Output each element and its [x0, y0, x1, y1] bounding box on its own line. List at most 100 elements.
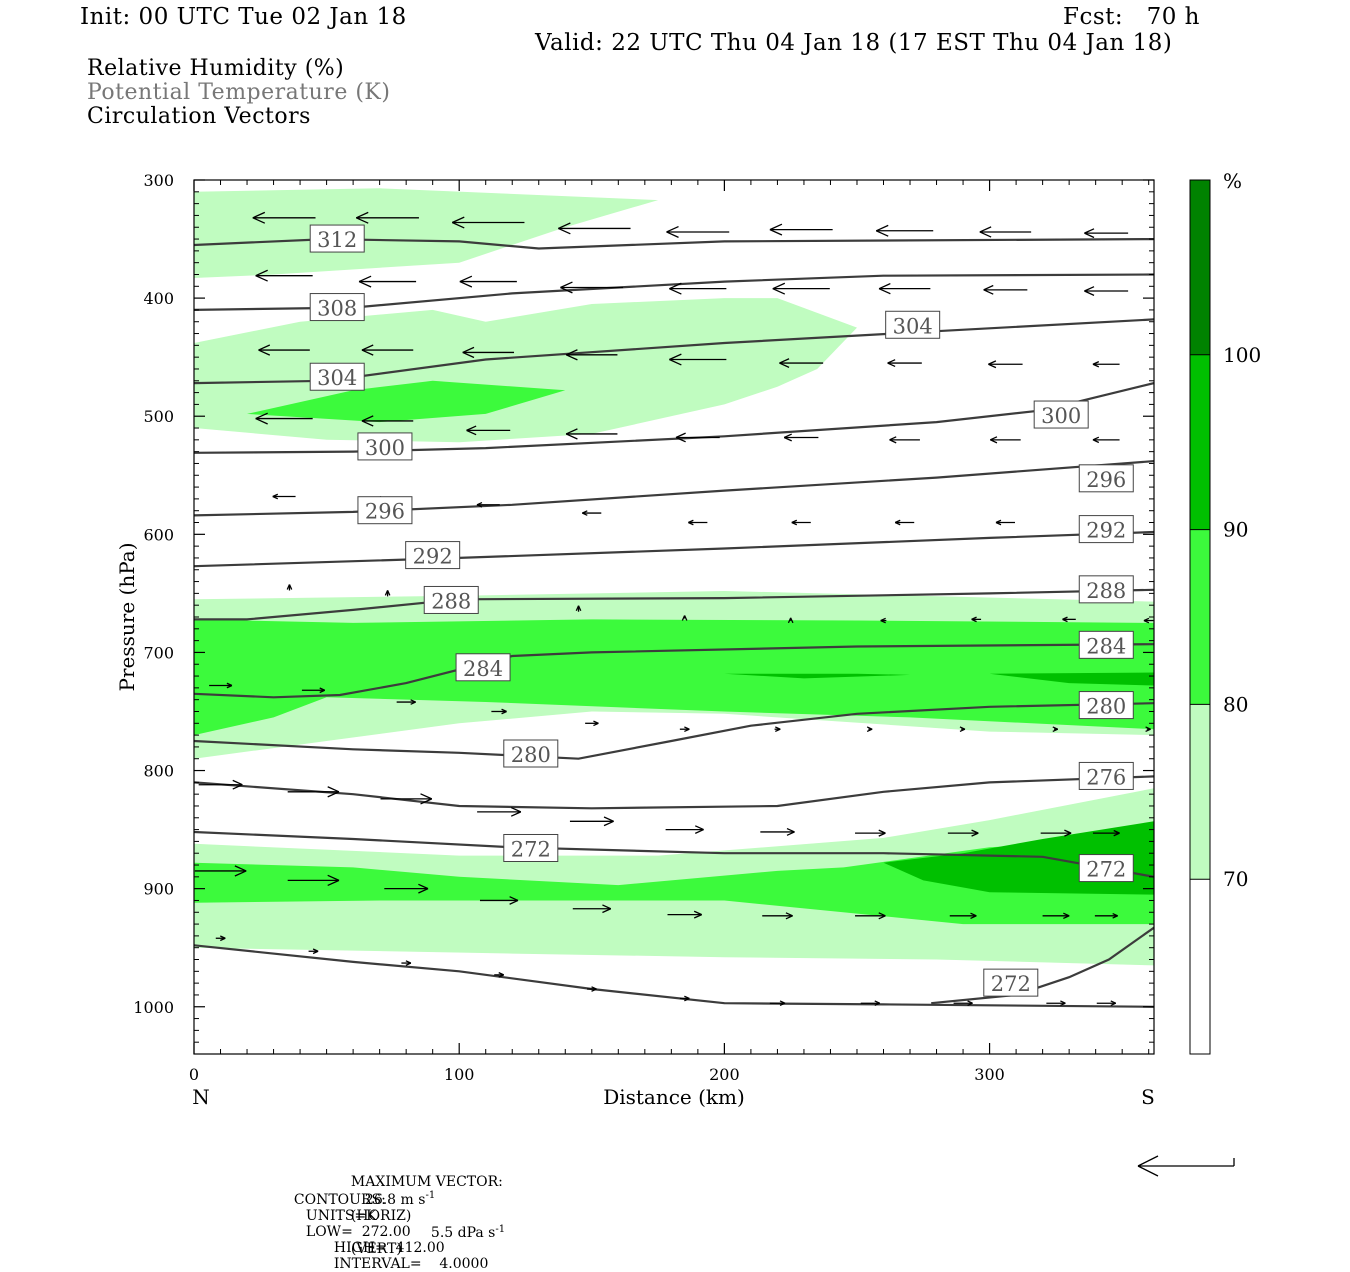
vector-head [361, 349, 374, 356]
vector-head [866, 726, 873, 730]
colorbar-segment [1190, 879, 1210, 1054]
contour-label-box [1078, 464, 1134, 493]
contour-label-box [1078, 515, 1134, 544]
circulation-vector [681, 615, 688, 621]
circulation-vector [1094, 912, 1118, 919]
vector-head [476, 504, 483, 508]
vector-head [462, 346, 475, 354]
circulation-vector [396, 699, 416, 705]
vector-head [410, 699, 416, 703]
contour-label-text: 284 [463, 657, 503, 681]
vector-head [779, 362, 790, 368]
vector-head [355, 217, 369, 224]
circulation-vector [787, 617, 794, 624]
y-tick-label: 400 [143, 289, 174, 308]
theta-contour-label: 284 [1078, 630, 1134, 659]
vector-head [675, 436, 686, 443]
circulation-vector [665, 825, 704, 834]
circulation-vector [983, 284, 1028, 295]
vector-head [565, 354, 578, 361]
vector-head [591, 988, 597, 992]
vector-head [405, 962, 412, 966]
circulation-vector [384, 883, 429, 894]
vector-head [358, 275, 372, 283]
vector-head [510, 806, 522, 813]
contours-units: UNITS=K [305, 1208, 377, 1224]
vector-head [1110, 1000, 1117, 1004]
circulation-vector [459, 275, 517, 288]
vector-head [1092, 439, 1100, 444]
rh-region-90 [989, 672, 1154, 686]
circulation-vector [565, 428, 618, 440]
circulation-vector [194, 865, 247, 877]
vector-head [769, 229, 783, 236]
vector-head [386, 590, 391, 596]
vector-head [979, 231, 992, 238]
contours-label: CONTOURS: [293, 1192, 386, 1208]
circulation-vector [462, 346, 515, 359]
circulation-vector [479, 896, 519, 905]
circulation-vector [198, 779, 243, 790]
contours-low: LOW= 272.00 [305, 1224, 411, 1240]
vector-head [509, 896, 519, 902]
circulation-vector [1046, 1000, 1066, 1007]
circulation-vector [875, 224, 934, 237]
vector-head [878, 282, 891, 290]
vector-head [979, 226, 992, 233]
circulation-vector [565, 349, 618, 361]
vector-head [1112, 912, 1118, 917]
y-tick-label: 1000 [133, 998, 174, 1017]
vector-head [575, 605, 580, 611]
vector-head [220, 937, 226, 942]
vector-head [694, 825, 704, 831]
contour-label-text: 284 [1086, 634, 1126, 658]
vector-head [476, 501, 483, 506]
circulation-vector [688, 519, 708, 526]
circulation-vector [209, 682, 233, 689]
theta-contour-276 [194, 775, 1154, 810]
vector-head [894, 521, 901, 526]
contour-label-box [1078, 854, 1134, 883]
vector-head [875, 230, 889, 237]
vector-head [358, 280, 372, 288]
vector-head [501, 710, 507, 715]
contour-label-box [1078, 630, 1134, 659]
circulation-vector [679, 995, 690, 1002]
y-tick-label: 500 [143, 407, 174, 426]
contour-label-text: 296 [1086, 468, 1126, 492]
circulation-vector [255, 412, 313, 425]
vector-head [384, 590, 389, 596]
theta-contour-label: 312 [309, 224, 365, 253]
contour-label-text: 276 [1086, 765, 1126, 789]
vector-head [451, 221, 465, 229]
vector-head [694, 829, 704, 834]
vector-head [258, 349, 271, 356]
vector-head [779, 1000, 786, 1004]
circulation-vector [878, 282, 931, 295]
contour-label-box [503, 739, 559, 768]
circulation-vector [587, 986, 597, 992]
theta-contour-label: 272 [983, 968, 1039, 997]
circulation-vector [779, 358, 824, 368]
circulation-vector [215, 935, 226, 942]
y-tick-label: 300 [143, 171, 174, 190]
vector-head [361, 420, 374, 427]
circulation-vector [889, 436, 920, 444]
vector-head [967, 1002, 973, 1007]
vector-head [312, 950, 319, 955]
vector-head [878, 832, 886, 837]
circulation-vector [477, 806, 522, 817]
contours-high: HIGH= 412.00 [333, 1240, 445, 1256]
vector-head [226, 684, 233, 689]
theta-contour-292 [194, 530, 1154, 568]
vector-head [602, 904, 612, 910]
vector-head [880, 617, 886, 622]
theta-contour-label: 304 [309, 362, 365, 391]
vector-head [1064, 829, 1072, 834]
vector-head [990, 436, 998, 441]
contour-label-text: 280 [511, 743, 551, 767]
theta-contour-label: 296 [357, 496, 413, 525]
circulation-vector [769, 223, 833, 236]
vector-head [684, 995, 690, 1000]
theta-contour-label: 288 [1078, 575, 1134, 604]
